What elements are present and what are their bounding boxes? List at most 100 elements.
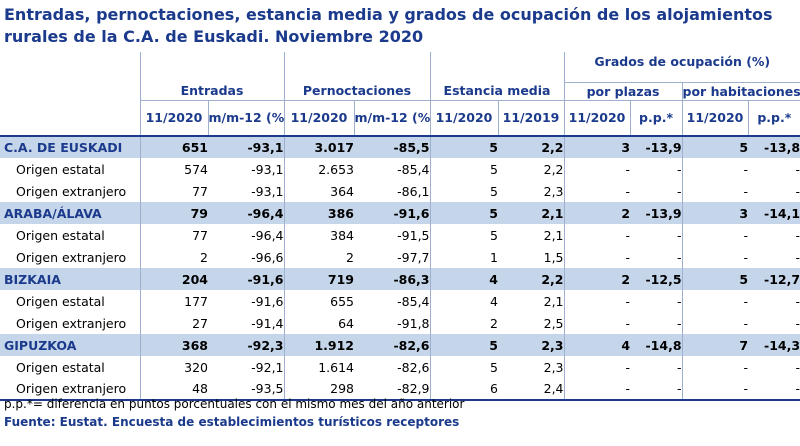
table-cell: -96,6 — [208, 246, 284, 268]
table-cell: 2 — [284, 246, 354, 268]
region-row: C.A. DE EUSKADI 651 -93,1 3.017 -85,5 5 2,2 3 -1… — [0, 136, 800, 158]
table-row: Origen estatal 320 -92,1 1.614 -82,6 5 2,3- - - - — [0, 356, 800, 378]
header-estancia-media: Estancia media — [430, 52, 564, 100]
table-cell: 2,1 — [498, 202, 564, 224]
table-cell: - — [748, 356, 800, 378]
column-header: 11/2020 — [430, 100, 498, 136]
table-cell: - — [564, 246, 630, 268]
table-cell: -92,3 — [208, 334, 284, 356]
column-header: 11/2020 — [564, 100, 630, 136]
source-note: Fuente: Eustat. Encuesta de establecimie… — [4, 415, 459, 429]
table-cell: 574 — [140, 158, 208, 180]
table-cell: - — [682, 290, 748, 312]
table-cell: - — [630, 224, 682, 246]
table-cell: -91,5 — [354, 224, 430, 246]
table-cell: 5 — [430, 202, 498, 224]
column-header: p.p.* — [748, 100, 800, 136]
table-row: Origen extranjero 27 -91,4 64 -91,8 2 2,5- - - - — [0, 312, 800, 334]
table-cell: -91,4 — [208, 312, 284, 334]
table-cell: 384 — [284, 224, 354, 246]
table-cell: -97,7 — [354, 246, 430, 268]
table-cell: 5 — [430, 356, 498, 378]
table-row: Origen extranjero 2 -96,6 2 -97,7 1 1,5- - - - — [0, 246, 800, 268]
column-header: m/m-12 (%) — [354, 100, 430, 136]
table-cell: 4 — [564, 334, 630, 356]
region-row: ARABA/ÁLAVA 79 -96,4 386 -91,6 5 2,1 2 -13,9 3 -14… — [0, 202, 800, 224]
row-label: Origen estatal — [0, 224, 140, 246]
table-cell: - — [564, 356, 630, 378]
table-cell: - — [748, 378, 800, 400]
table-cell: - — [630, 158, 682, 180]
table-cell: - — [564, 290, 630, 312]
table-cell: -93,1 — [208, 158, 284, 180]
table-cell: - — [564, 180, 630, 202]
header-por-habitaciones: por habitaciones — [682, 82, 800, 100]
table-cell: -91,6 — [208, 290, 284, 312]
table-cell: 5 — [682, 136, 748, 158]
table-cell: 1.912 — [284, 334, 354, 356]
table-cell: -85,4 — [354, 158, 430, 180]
table-cell: - — [682, 356, 748, 378]
row-label: C.A. DE EUSKADI — [0, 136, 140, 158]
table-cell: -14,8 — [630, 334, 682, 356]
table-cell: - — [630, 246, 682, 268]
table-cell: - — [748, 180, 800, 202]
table-cell: 2,2 — [498, 136, 564, 158]
row-label: Origen extranjero — [0, 180, 140, 202]
table-cell: -93,1 — [208, 136, 284, 158]
table-cell: - — [748, 224, 800, 246]
column-header: 11/2020 — [140, 100, 208, 136]
row-label: ARABA/ÁLAVA — [0, 202, 140, 224]
row-label: GIPUZKOA — [0, 334, 140, 356]
region-row: BIZKAIA 204 -91,6 719 -86,3 4 2,2 2 -12,5 5 -12,7 — [0, 268, 800, 290]
table-row: Origen estatal 574 -93,1 2.653 -85,4 5 2,2- - - - — [0, 158, 800, 180]
data-table: Entradas Pernoctaciones Estancia media G… — [0, 52, 800, 401]
table-cell: 368 — [140, 334, 208, 356]
footnote: p.p.*= diferencia en puntos porcentuales… — [4, 397, 464, 411]
table-cell: - — [564, 312, 630, 334]
table-cell: 77 — [140, 180, 208, 202]
header-por-plazas: por plazas — [564, 82, 682, 100]
table-cell: 5 — [430, 136, 498, 158]
table-cell: 2,3 — [498, 356, 564, 378]
table-cell: -82,6 — [354, 334, 430, 356]
table-cell: - — [564, 158, 630, 180]
table-cell: 2,3 — [498, 334, 564, 356]
table-cell: -13,9 — [630, 202, 682, 224]
table-cell: 2,5 — [498, 312, 564, 334]
table-cell: -92,1 — [208, 356, 284, 378]
table-cell: - — [630, 356, 682, 378]
table-cell: - — [630, 290, 682, 312]
table-cell: 2 — [140, 246, 208, 268]
table-cell: -96,4 — [208, 224, 284, 246]
table-cell: 655 — [284, 290, 354, 312]
table-row: Origen estatal 77 -96,4 384 -91,5 5 2,1- - - - — [0, 224, 800, 246]
table-cell: -91,6 — [354, 202, 430, 224]
table-cell: - — [564, 378, 630, 400]
table-cell: -91,8 — [354, 312, 430, 334]
row-label: Origen extranjero — [0, 312, 140, 334]
column-header: m/m-12 (%) — [208, 100, 284, 136]
table-cell: 4 — [430, 268, 498, 290]
table-cell: 2 — [564, 202, 630, 224]
table-cell: -12,5 — [630, 268, 682, 290]
table-cell: 5 — [430, 224, 498, 246]
table-cell: 77 — [140, 224, 208, 246]
table-row: Origen extranjero 77 -93,1 364 -86,1 5 2,3- - - - — [0, 180, 800, 202]
row-label: Origen estatal — [0, 158, 140, 180]
table-cell: 27 — [140, 312, 208, 334]
table-cell: 5 — [430, 334, 498, 356]
table-cell: 2 — [564, 268, 630, 290]
table-cell: 2,1 — [498, 224, 564, 246]
table-cell: -12,7 — [748, 268, 800, 290]
table-cell: 3 — [682, 202, 748, 224]
table-cell: -13,8 — [748, 136, 800, 158]
table-cell: - — [748, 290, 800, 312]
table-cell: 651 — [140, 136, 208, 158]
table-cell: 386 — [284, 202, 354, 224]
row-label: Origen extranjero — [0, 246, 140, 268]
table-cell: 2,1 — [498, 290, 564, 312]
table-cell: - — [564, 224, 630, 246]
column-header: p.p.* — [630, 100, 682, 136]
table-cell: -14,3 — [748, 334, 800, 356]
